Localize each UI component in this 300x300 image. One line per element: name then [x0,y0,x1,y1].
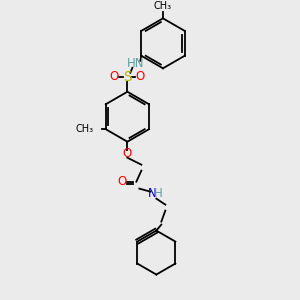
Text: O: O [136,70,145,83]
Text: S: S [123,70,132,84]
Text: O: O [110,70,119,83]
Text: CH₃: CH₃ [76,124,94,134]
Text: CH₃: CH₃ [154,2,172,11]
Text: HN: HN [127,57,144,70]
Text: H: H [154,187,163,200]
Text: O: O [118,175,127,188]
Text: N: N [148,187,157,200]
Text: O: O [123,147,132,160]
